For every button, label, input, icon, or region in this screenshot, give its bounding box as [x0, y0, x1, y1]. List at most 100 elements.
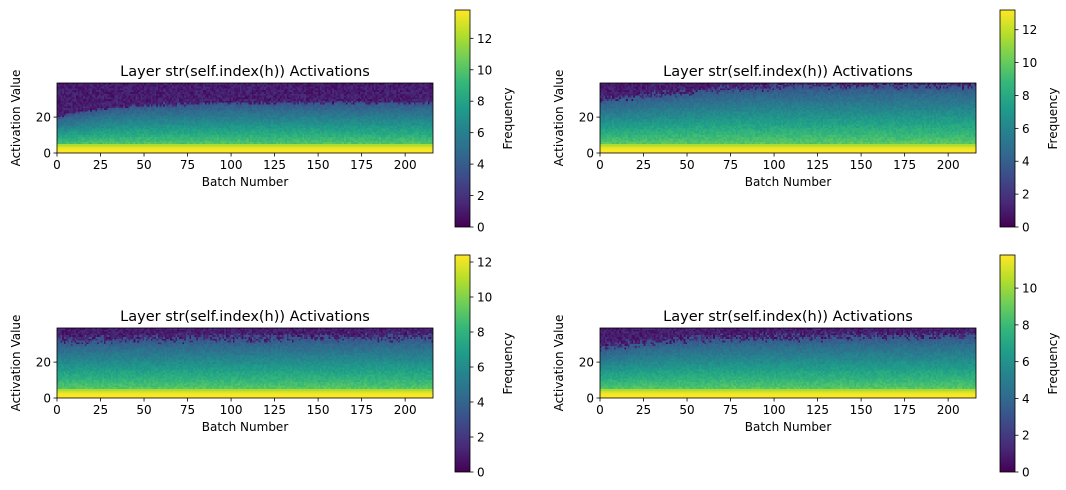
colorbar-tick-label: 2 [1022, 429, 1030, 443]
y-axis-label: Activation Value [9, 70, 23, 167]
x-tick-label: 25 [93, 403, 108, 417]
x-tick-label: 200 [937, 158, 960, 172]
chart-title: Layer str(self.index(h)) Activations [120, 64, 370, 80]
plot-frame [56, 327, 434, 399]
x-tick-label: 0 [53, 403, 61, 417]
colorbar-tick-label: 10 [1022, 282, 1037, 296]
colorbar-tick-label: 8 [1022, 318, 1030, 332]
x-tick-label: 175 [893, 158, 916, 172]
x-axis-label: Batch Number [202, 420, 289, 434]
y-tick-label: 20 [36, 356, 51, 370]
x-tick-label: 175 [350, 403, 373, 417]
colorbar-tick-label: 6 [1022, 355, 1030, 369]
x-tick-label: 25 [93, 158, 108, 172]
colorbar-tick-label: 0 [1022, 221, 1030, 235]
x-tick-label: 175 [893, 403, 916, 417]
colorbar-gradient [454, 9, 471, 228]
x-tick-label: 0 [596, 158, 604, 172]
x-tick-label: 125 [263, 158, 286, 172]
y-tick-label: 20 [36, 111, 51, 125]
y-axis-label: Activation Value [9, 315, 23, 412]
x-tick-label: 150 [307, 403, 330, 417]
x-tick-label: 200 [394, 403, 417, 417]
x-tick-label: 125 [806, 403, 829, 417]
colorbar: 0 2 4 6 8 10 12 Frequency [454, 9, 515, 235]
heatmap-image [600, 83, 976, 153]
x-axis-label: Batch Number [745, 175, 832, 189]
plot-frame [599, 82, 977, 154]
x-tick-label: 100 [220, 158, 243, 172]
colorbar-label: Frequency [501, 333, 515, 395]
y-tick-label: 0 [43, 147, 51, 161]
x-tick-label: 75 [723, 403, 738, 417]
colorbar-tick-label: 6 [477, 126, 485, 140]
x-tick-label: 75 [180, 158, 195, 172]
heatmap-image [57, 328, 433, 398]
heatmap-image [600, 328, 976, 398]
colorbar-tick-label: 10 [477, 291, 492, 305]
colorbar-label: Frequency [501, 88, 515, 150]
colorbar-gradient [454, 254, 471, 473]
colorbar-tick-label: 10 [1022, 56, 1037, 70]
plot-frame [56, 82, 434, 154]
colorbar-tick-label: 4 [477, 158, 485, 172]
colorbar-tick-label: 10 [477, 63, 492, 77]
y-tick-label: 20 [579, 356, 594, 370]
colorbar-tick-label: 2 [477, 189, 485, 203]
colorbar-tick-label: 2 [1022, 188, 1030, 202]
x-tick-label: 125 [263, 403, 286, 417]
colorbar-tick-label: 0 [1022, 466, 1030, 480]
chart-title: Layer str(self.index(h)) Activations [120, 309, 370, 325]
x-tick-label: 25 [636, 403, 651, 417]
x-tick-label: 175 [350, 158, 373, 172]
y-tick-label: 0 [586, 392, 594, 406]
colorbar: 0 2 4 6 8 10 Frequency [999, 254, 1060, 480]
x-tick-label: 150 [850, 403, 873, 417]
x-tick-label: 100 [220, 403, 243, 417]
y-axis-label: Activation Value [552, 315, 566, 412]
x-tick-label: 200 [937, 403, 960, 417]
colorbar-tick-label: 8 [477, 326, 485, 340]
y-tick-label: 0 [43, 392, 51, 406]
x-tick-label: 50 [679, 158, 694, 172]
colorbar-tick-label: 0 [477, 466, 485, 480]
y-tick-label: 0 [586, 147, 594, 161]
x-axis-label: Batch Number [202, 175, 289, 189]
colorbar-tick-label: 4 [1022, 392, 1030, 406]
x-tick-label: 0 [596, 403, 604, 417]
x-tick-label: 125 [806, 158, 829, 172]
colorbar: 0 2 4 6 8 10 12 Frequency [454, 254, 515, 480]
colorbar-tick-label: 6 [477, 361, 485, 375]
colorbar-gradient [999, 9, 1016, 228]
x-tick-label: 75 [180, 403, 195, 417]
x-tick-label: 150 [850, 158, 873, 172]
colorbar-tick-label: 4 [477, 396, 485, 410]
x-tick-label: 50 [679, 403, 694, 417]
colorbar-tick-label: 12 [1022, 23, 1037, 37]
x-tick-label: 200 [394, 158, 417, 172]
y-tick-label: 20 [579, 111, 594, 125]
colorbar: 0 2 4 6 8 10 12 Frequency [999, 9, 1060, 235]
colorbar-label: Frequency [1046, 333, 1060, 395]
chart-title: Layer str(self.index(h)) Activations [663, 64, 913, 80]
y-axis-label: Activation Value [552, 70, 566, 167]
x-tick-label: 25 [636, 158, 651, 172]
x-tick-label: 100 [763, 158, 786, 172]
x-tick-label: 0 [53, 158, 61, 172]
colorbar-tick-label: 8 [477, 95, 485, 109]
colorbar-label: Frequency [1046, 88, 1060, 150]
colorbar-tick-label: 12 [477, 32, 492, 46]
colorbar-tick-label: 12 [477, 256, 492, 270]
x-tick-label: 75 [723, 158, 738, 172]
chart-title: Layer str(self.index(h)) Activations [663, 309, 913, 325]
x-tick-label: 50 [136, 403, 151, 417]
colorbar-tick-label: 8 [1022, 89, 1030, 103]
x-tick-label: 50 [136, 158, 151, 172]
x-axis-label: Batch Number [745, 420, 832, 434]
x-tick-label: 150 [307, 158, 330, 172]
colorbar-tick-label: 0 [477, 221, 485, 235]
